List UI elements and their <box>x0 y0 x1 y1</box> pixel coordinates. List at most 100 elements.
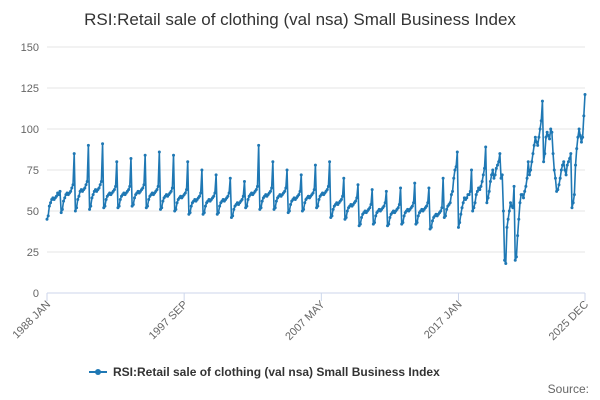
data-point[interactable] <box>303 201 307 205</box>
data-point[interactable] <box>552 168 556 172</box>
data-point[interactable] <box>226 194 230 198</box>
data-point[interactable] <box>526 160 530 164</box>
data-point[interactable] <box>494 166 498 170</box>
data-point[interactable] <box>316 204 320 208</box>
data-point[interactable] <box>374 214 378 218</box>
data-point[interactable] <box>98 183 102 187</box>
data-point[interactable] <box>268 189 272 193</box>
data-point[interactable] <box>455 150 459 154</box>
data-point[interactable] <box>240 198 244 202</box>
data-point[interactable] <box>505 225 509 229</box>
data-point[interactable] <box>339 198 343 202</box>
data-point[interactable] <box>46 214 50 218</box>
data-point[interactable] <box>344 216 348 220</box>
data-point[interactable] <box>342 176 346 180</box>
data-point[interactable] <box>155 188 159 192</box>
data-point[interactable] <box>481 173 485 177</box>
data-point[interactable] <box>553 176 557 180</box>
data-point[interactable] <box>577 127 581 131</box>
data-point[interactable] <box>529 168 533 172</box>
data-point[interactable] <box>518 201 522 205</box>
data-point[interactable] <box>142 183 146 187</box>
data-point[interactable] <box>484 145 488 149</box>
data-point[interactable] <box>103 204 107 208</box>
data-point[interactable] <box>456 225 460 229</box>
data-point[interactable] <box>60 207 64 211</box>
data-point[interactable] <box>174 207 178 211</box>
data-point[interactable] <box>443 214 447 218</box>
data-point[interactable] <box>473 201 477 205</box>
data-point[interactable] <box>461 201 465 205</box>
data-point[interactable] <box>525 176 529 180</box>
data-point[interactable] <box>326 184 330 188</box>
data-point[interactable] <box>69 189 73 193</box>
data-point[interactable] <box>70 186 74 190</box>
data-point[interactable] <box>312 188 316 192</box>
data-point[interactable] <box>396 206 400 210</box>
data-point[interactable] <box>156 184 160 188</box>
data-point[interactable] <box>402 214 406 218</box>
data-point[interactable] <box>570 206 574 210</box>
data-point[interactable] <box>129 157 133 161</box>
data-point[interactable] <box>527 173 531 177</box>
data-point[interactable] <box>90 196 94 200</box>
data-point[interactable] <box>550 130 554 134</box>
data-point[interactable] <box>387 222 391 226</box>
data-point[interactable] <box>47 204 51 208</box>
data-point[interactable] <box>199 191 203 195</box>
data-point[interactable] <box>490 173 494 177</box>
data-point[interactable] <box>99 179 103 183</box>
data-point[interactable] <box>212 194 216 198</box>
data-point[interactable] <box>183 191 187 195</box>
data-point[interactable] <box>458 220 462 224</box>
data-point[interactable] <box>370 188 374 192</box>
data-point[interactable] <box>524 184 528 188</box>
data-point[interactable] <box>563 168 567 172</box>
data-point[interactable] <box>427 186 431 190</box>
data-point[interactable] <box>218 204 222 208</box>
data-point[interactable] <box>84 183 88 187</box>
data-point[interactable] <box>568 157 572 161</box>
data-point[interactable] <box>62 199 66 203</box>
data-point[interactable] <box>299 173 303 177</box>
data-point[interactable] <box>472 206 476 210</box>
data-point[interactable] <box>289 202 293 206</box>
data-point[interactable] <box>86 143 90 147</box>
data-point[interactable] <box>583 93 587 97</box>
data-point[interactable] <box>198 194 202 198</box>
data-point[interactable] <box>482 166 486 170</box>
data-point[interactable] <box>557 183 561 187</box>
data-point[interactable] <box>581 135 585 139</box>
data-point[interactable] <box>72 152 76 156</box>
data-point[interactable] <box>399 186 403 190</box>
data-point[interactable] <box>213 191 217 195</box>
data-point[interactable] <box>544 135 548 139</box>
data-point[interactable] <box>485 201 489 205</box>
data-point[interactable] <box>445 207 449 211</box>
data-point[interactable] <box>562 160 566 164</box>
data-point[interactable] <box>449 193 453 197</box>
data-point[interactable] <box>397 202 401 206</box>
data-point[interactable] <box>440 206 444 210</box>
data-point[interactable] <box>114 184 118 188</box>
data-point[interactable] <box>383 201 387 205</box>
data-point[interactable] <box>520 193 524 197</box>
data-point[interactable] <box>101 142 105 146</box>
data-point[interactable] <box>241 194 245 198</box>
data-point[interactable] <box>574 163 578 167</box>
data-point[interactable] <box>558 176 562 180</box>
data-point[interactable] <box>452 176 456 180</box>
data-point[interactable] <box>531 152 535 156</box>
data-point[interactable] <box>509 201 513 205</box>
data-point[interactable] <box>298 189 302 193</box>
data-point[interactable] <box>511 206 515 210</box>
data-point[interactable] <box>539 119 543 123</box>
data-point[interactable] <box>549 127 553 131</box>
data-point[interactable] <box>302 207 306 211</box>
data-point[interactable] <box>341 194 345 198</box>
data-point[interactable] <box>498 152 502 156</box>
data-point[interactable] <box>496 163 499 167</box>
data-point[interactable] <box>388 216 392 220</box>
data-point[interactable] <box>566 160 570 164</box>
data-point[interactable] <box>169 189 173 193</box>
